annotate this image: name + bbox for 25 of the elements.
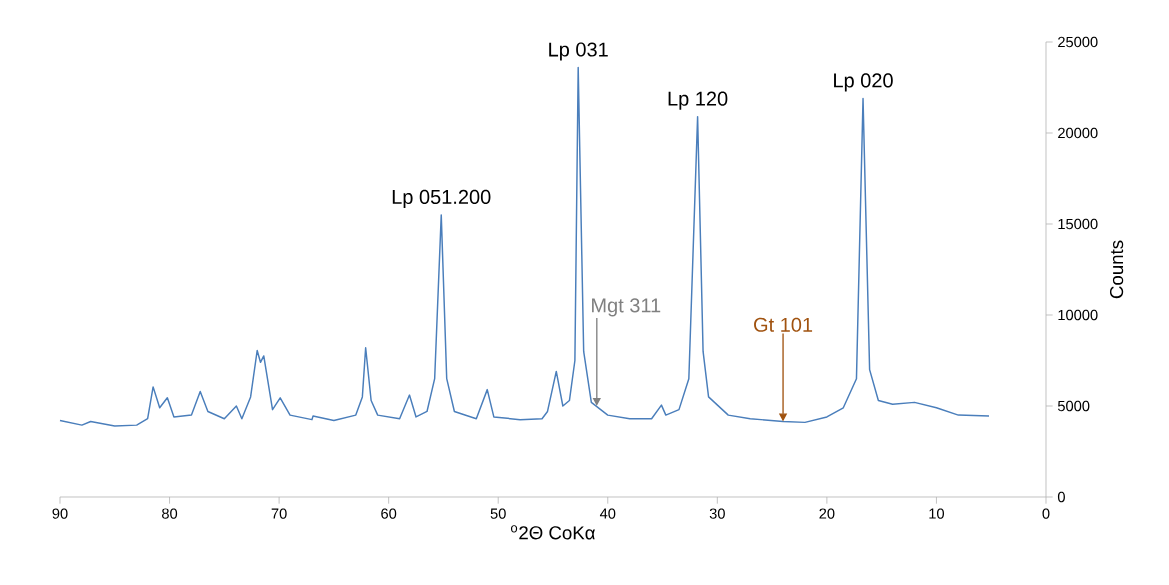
- annotation: Lp 031: [549, 42, 608, 61]
- y-axis-title: Counts: [1109, 240, 1124, 299]
- y-tick-label: 25000: [1058, 36, 1098, 48]
- y-tick-label: 0: [1057, 491, 1065, 503]
- y-tick-label: 10000: [1058, 309, 1098, 321]
- x-tick-label: 20: [819, 508, 835, 519]
- y-tick-label: 20000: [1058, 127, 1098, 139]
- x-tick-label: 90: [52, 508, 68, 519]
- line-series: [59, 66, 990, 427]
- annotation: Lp 020: [834, 73, 893, 92]
- x-tick-label: 10: [929, 508, 944, 519]
- y-tick-label: 15000: [1058, 218, 1098, 230]
- x-axis-title: $^{o}$2Θ CoKα: [510, 525, 596, 540]
- annotation: Lp 120: [668, 91, 728, 110]
- x-tick-label: 40: [599, 508, 616, 519]
- annotation: Mgt 311: [592, 298, 661, 317]
- x-tick-label: 50: [490, 508, 506, 519]
- x-tick-label: 0: [1042, 508, 1050, 519]
- x-tick-label: 60: [381, 508, 397, 519]
- x-tick-label: 30: [709, 508, 725, 519]
- annotation: Lp 051.200: [392, 189, 491, 208]
- y-tick-label: 5000: [1057, 400, 1090, 412]
- x-tick-label: 70: [271, 508, 287, 519]
- annotation: Gt 101: [754, 317, 813, 332]
- x-tick-label: 80: [162, 508, 178, 519]
